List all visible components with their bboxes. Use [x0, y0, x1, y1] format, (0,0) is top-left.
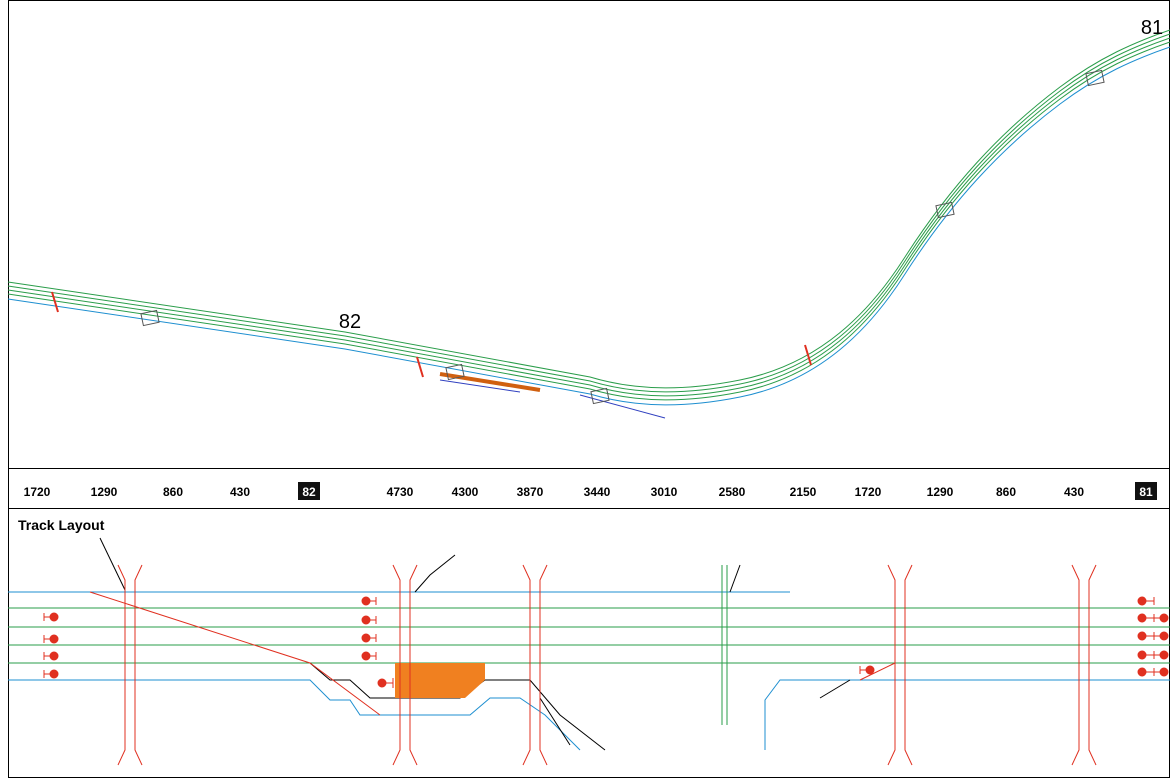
chainage: 4730 [387, 485, 414, 499]
chainage: 3870 [517, 485, 544, 499]
structure [590, 387, 610, 405]
structure [445, 363, 465, 381]
plan-view [7, 29, 1170, 419]
chainage: 1720 [855, 485, 882, 499]
track [7, 29, 1170, 389]
chainage: 81 [1139, 485, 1153, 499]
chainage: 1720 [24, 485, 51, 499]
chainage: 2580 [719, 485, 746, 499]
chainage: 3010 [651, 485, 678, 499]
structure [1085, 69, 1105, 87]
track-layout [8, 554, 1170, 766]
platform [439, 372, 541, 392]
track [7, 37, 1170, 397]
chainage: 4300 [452, 485, 479, 499]
chainage: 1290 [91, 485, 118, 499]
chainage: 430 [230, 485, 250, 499]
marker [416, 356, 424, 378]
marker [51, 291, 59, 313]
leader [99, 537, 126, 591]
chainage: 1290 [927, 485, 954, 499]
chainage: 860 [163, 485, 183, 499]
section-title: Track Layout [18, 517, 105, 533]
marker-box [298, 482, 320, 500]
map-label: 82 [339, 311, 361, 333]
chainage: 3440 [584, 485, 611, 499]
chainage-ruler: 1720 1290 860 430 82 4730 4300 3870 3440 3010 2580… [24, 482, 1157, 500]
structure [935, 201, 955, 219]
siding [439, 379, 666, 419]
chainage: 430 [1064, 485, 1084, 499]
map-label: 81 [1141, 17, 1163, 39]
chainage: 2150 [790, 485, 817, 499]
marker [804, 344, 812, 366]
track-edge [7, 46, 1170, 406]
chainage: 860 [996, 485, 1016, 499]
structure [140, 309, 160, 327]
chainage: 82 [302, 485, 316, 499]
track [7, 33, 1170, 393]
marker-box [1135, 482, 1157, 500]
track [7, 41, 1170, 401]
